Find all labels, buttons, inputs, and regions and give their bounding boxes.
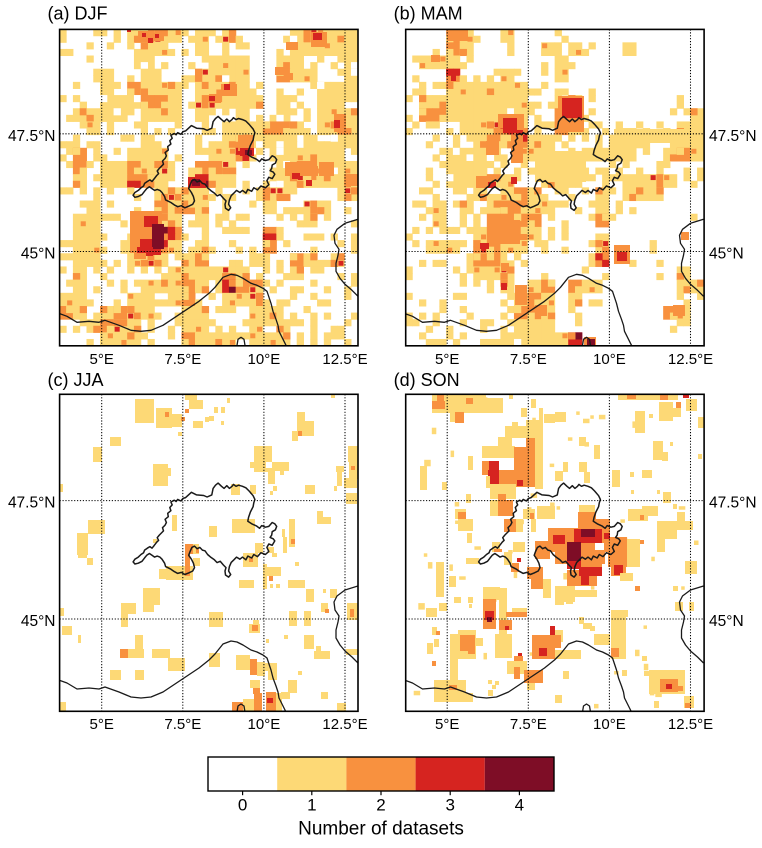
svg-text:4: 4 [515,796,524,815]
svg-text:45°N: 45°N [21,613,56,630]
svg-text:12.5°E: 12.5°E [668,351,713,368]
svg-text:5°E: 5°E [90,716,114,733]
svg-text:7.5°E: 7.5°E [164,716,201,733]
svg-text:7.5°E: 7.5°E [510,716,547,733]
svg-text:10°E: 10°E [248,351,281,368]
svg-text:12.5°E: 12.5°E [322,351,367,368]
svg-text:5°E: 5°E [435,716,459,733]
svg-text:1: 1 [307,796,316,815]
svg-text:45°N: 45°N [709,613,744,630]
svg-text:47.5°N: 47.5°N [8,495,56,512]
svg-text:(d) SON: (d) SON [394,370,460,390]
svg-text:47.5°N: 47.5°N [709,128,757,145]
svg-text:(c) JJA: (c) JJA [48,370,104,390]
svg-text:Number of datasets: Number of datasets [298,819,464,840]
svg-text:12.5°E: 12.5°E [668,716,713,733]
svg-text:45°N: 45°N [21,246,56,263]
svg-text:47.5°N: 47.5°N [8,128,56,145]
svg-text:7.5°E: 7.5°E [164,351,201,368]
svg-text:45°N: 45°N [709,246,744,263]
svg-text:3: 3 [445,796,454,815]
svg-text:10°E: 10°E [248,716,281,733]
svg-text:(b) MAM: (b) MAM [394,3,463,23]
svg-text:7.5°E: 7.5°E [510,351,547,368]
svg-text:12.5°E: 12.5°E [322,716,367,733]
svg-text:2: 2 [376,796,385,815]
svg-text:10°E: 10°E [593,716,626,733]
svg-text:(a) DJF: (a) DJF [48,3,108,23]
svg-text:0: 0 [238,796,247,815]
svg-text:5°E: 5°E [435,351,459,368]
svg-text:5°E: 5°E [90,351,114,368]
svg-text:47.5°N: 47.5°N [709,495,757,512]
svg-text:10°E: 10°E [593,351,626,368]
